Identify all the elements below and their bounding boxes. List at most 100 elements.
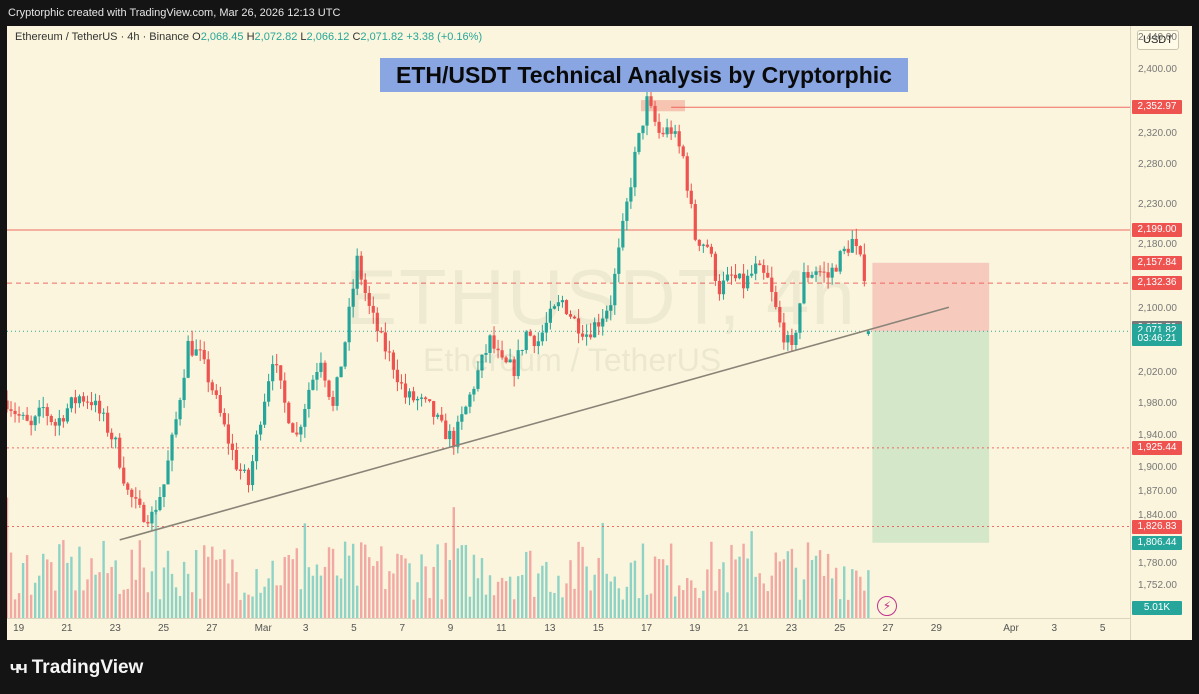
price-axis-divider (1130, 26, 1131, 640)
volume-bar (549, 591, 552, 618)
volume-bar (78, 546, 81, 618)
volume-bar (420, 554, 423, 618)
volume-bar (714, 590, 717, 618)
candle-body (605, 310, 609, 319)
analysis-title-banner[interactable]: ETH/USDT Technical Analysis by Cryptorph… (380, 58, 908, 92)
volume-bar (484, 594, 488, 618)
candle-body (697, 239, 701, 246)
volume-bar (553, 592, 556, 618)
volume-bar (384, 589, 387, 618)
chart-panel[interactable]: ETHUSDT, 4h Ethereum / TetherUS Ethereum… (7, 26, 1192, 640)
volume-bar (677, 585, 681, 618)
volume-bar (504, 581, 508, 618)
candle-body (468, 394, 472, 407)
volume-bar (529, 550, 532, 618)
candle-body (585, 334, 589, 337)
volume-bar (283, 557, 286, 618)
volume-bar (770, 575, 773, 618)
time-axis-divider (7, 618, 1130, 619)
volume-bar (734, 559, 737, 618)
volume-bar (855, 570, 858, 618)
volume-bar (227, 583, 230, 618)
volume-bar (13, 599, 17, 618)
ohlc-legend[interactable]: Ethereum / TetherUS · 4h · Binance O2,06… (15, 31, 482, 43)
candle-body (480, 354, 484, 371)
volume-bar (360, 542, 363, 618)
tradingview-logo-icon: чч (10, 658, 28, 677)
candle-body (673, 131, 677, 134)
volume-bar (444, 542, 447, 618)
currency-selector[interactable]: USDT (1137, 30, 1179, 50)
volume-bar (416, 582, 419, 618)
volume-bar (641, 543, 645, 618)
candle-body (97, 400, 102, 414)
candle-body (258, 424, 263, 435)
date-tick-label: 11 (496, 623, 507, 634)
candle-body (343, 342, 347, 367)
candle-body (222, 412, 226, 425)
chart-canvas[interactable] (7, 26, 1192, 640)
volume-bar (21, 562, 25, 618)
legend-open: 2,068.45 (200, 31, 244, 43)
candle-body (681, 146, 685, 157)
candle-body (230, 443, 235, 450)
candle-body (371, 305, 375, 313)
date-tick-label: 27 (882, 623, 894, 634)
candle-body (778, 307, 782, 323)
volume-bar (843, 566, 846, 618)
date-tick-label: 3 (302, 623, 309, 634)
candle-body (33, 416, 37, 426)
price-tick-label: 1,752.00 (1138, 580, 1177, 592)
candle-body (528, 331, 532, 336)
volume-bar (798, 599, 802, 618)
volume-bar (307, 567, 311, 618)
candle-body (488, 335, 492, 353)
candle-body (218, 395, 222, 413)
candle-body (452, 430, 456, 447)
volume-bar (335, 575, 339, 618)
volume-bar (126, 588, 129, 618)
volume-bar (219, 559, 222, 618)
candle-body (790, 335, 794, 345)
volume-bar (118, 593, 121, 618)
candle-body (162, 484, 166, 497)
volume-bar (452, 507, 455, 618)
volume-bar (122, 589, 125, 618)
date-tick-label: 23 (109, 623, 121, 634)
volume-bar (746, 558, 749, 618)
volume-bar (392, 573, 395, 618)
volume-bar (247, 594, 250, 618)
candle-body (170, 434, 174, 461)
candle-body (689, 190, 693, 205)
volume-bar (657, 559, 661, 618)
volume-bar (90, 558, 93, 618)
volume-bar (319, 575, 323, 618)
candle-body (45, 407, 49, 417)
candle-body (762, 265, 766, 273)
candle-body (295, 432, 299, 435)
volume-bar (271, 560, 274, 618)
date-tick-label: 29 (930, 623, 942, 634)
candle-body (41, 407, 45, 409)
candle-body (17, 414, 21, 416)
volume-bar (766, 591, 769, 618)
tradingview-branding[interactable]: чч TradingView (10, 656, 143, 680)
volume-bar (259, 592, 262, 618)
volume-bar (496, 581, 500, 618)
candle-body (629, 187, 633, 202)
candle-body (625, 201, 629, 221)
volume-bar (102, 540, 105, 618)
volume-bar (7, 497, 9, 618)
legend-symbol[interactable]: Ethereum / TetherUS · 4h · Binance (15, 31, 190, 43)
volume-bar (186, 573, 190, 618)
candle-body (850, 238, 854, 253)
date-tick-label: 7 (399, 623, 406, 634)
lightning-icon[interactable]: ⚡ (877, 596, 897, 616)
volume-bar (315, 564, 319, 618)
candle-body (460, 414, 464, 422)
price-tick-label: 2,320.00 (1138, 127, 1177, 139)
candle-body (102, 412, 106, 414)
candle-body (178, 400, 182, 420)
volume-bar (251, 596, 254, 618)
candle-body (311, 379, 315, 390)
